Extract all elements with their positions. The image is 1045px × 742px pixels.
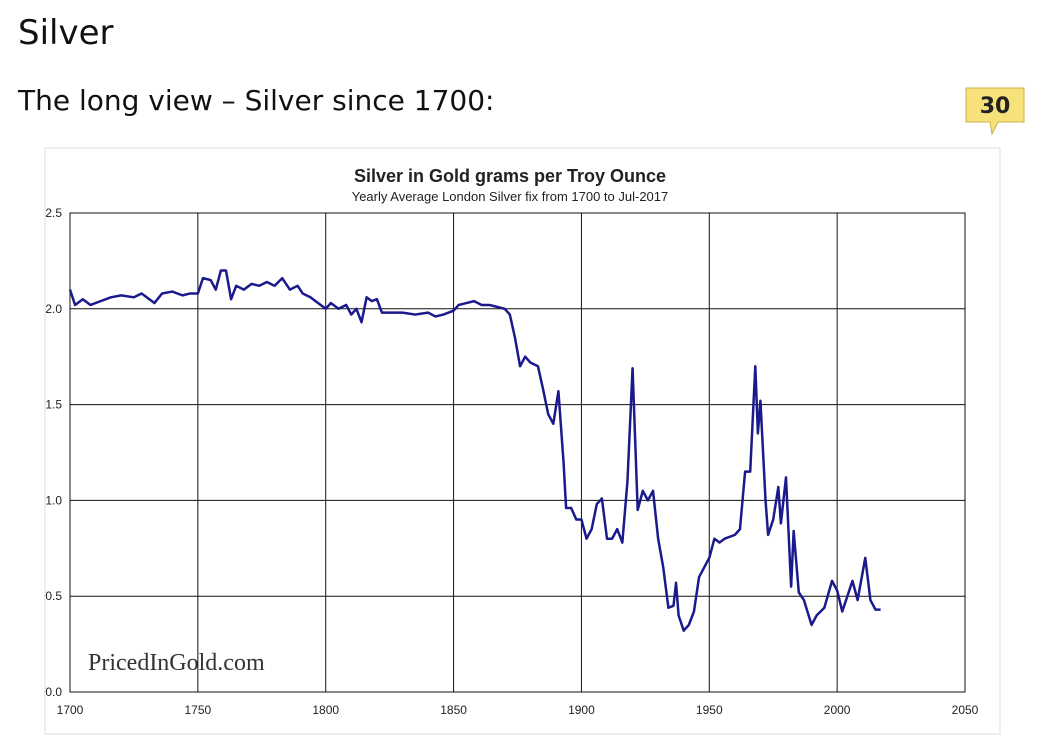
y-tick-label: 0.0	[45, 685, 62, 699]
x-tick-label: 1700	[57, 703, 84, 717]
x-tick-label: 2050	[952, 703, 979, 717]
chart-subtitle: Yearly Average London Silver fix from 17…	[352, 189, 669, 204]
heading: Silver	[18, 13, 114, 53]
x-tick-label: 1950	[696, 703, 723, 717]
watermark: PricedInGold.com	[88, 650, 265, 676]
badge-text: 30	[980, 94, 1011, 119]
chart-frame	[44, 147, 1001, 735]
x-tick-label: 1850	[440, 703, 467, 717]
subheading: The long view – Silver since 1700:	[17, 84, 494, 117]
y-tick-label: 0.5	[45, 589, 62, 603]
x-tick-label: 2000	[824, 703, 851, 717]
y-tick-label: 2.0	[45, 302, 62, 316]
plot-border	[69, 212, 966, 693]
y-tick-label: 1.0	[45, 493, 62, 507]
y-tick-label: 1.5	[45, 398, 62, 412]
y-tick-label: 2.5	[45, 206, 62, 220]
x-tick-label: 1750	[185, 703, 212, 717]
series-line	[68, 269, 881, 632]
x-tick-label: 1900	[568, 703, 595, 717]
chart-title: Silver in Gold grams per Troy Ounce	[354, 166, 666, 186]
x-tick-label: 1800	[312, 703, 339, 717]
badge	[965, 87, 1025, 136]
